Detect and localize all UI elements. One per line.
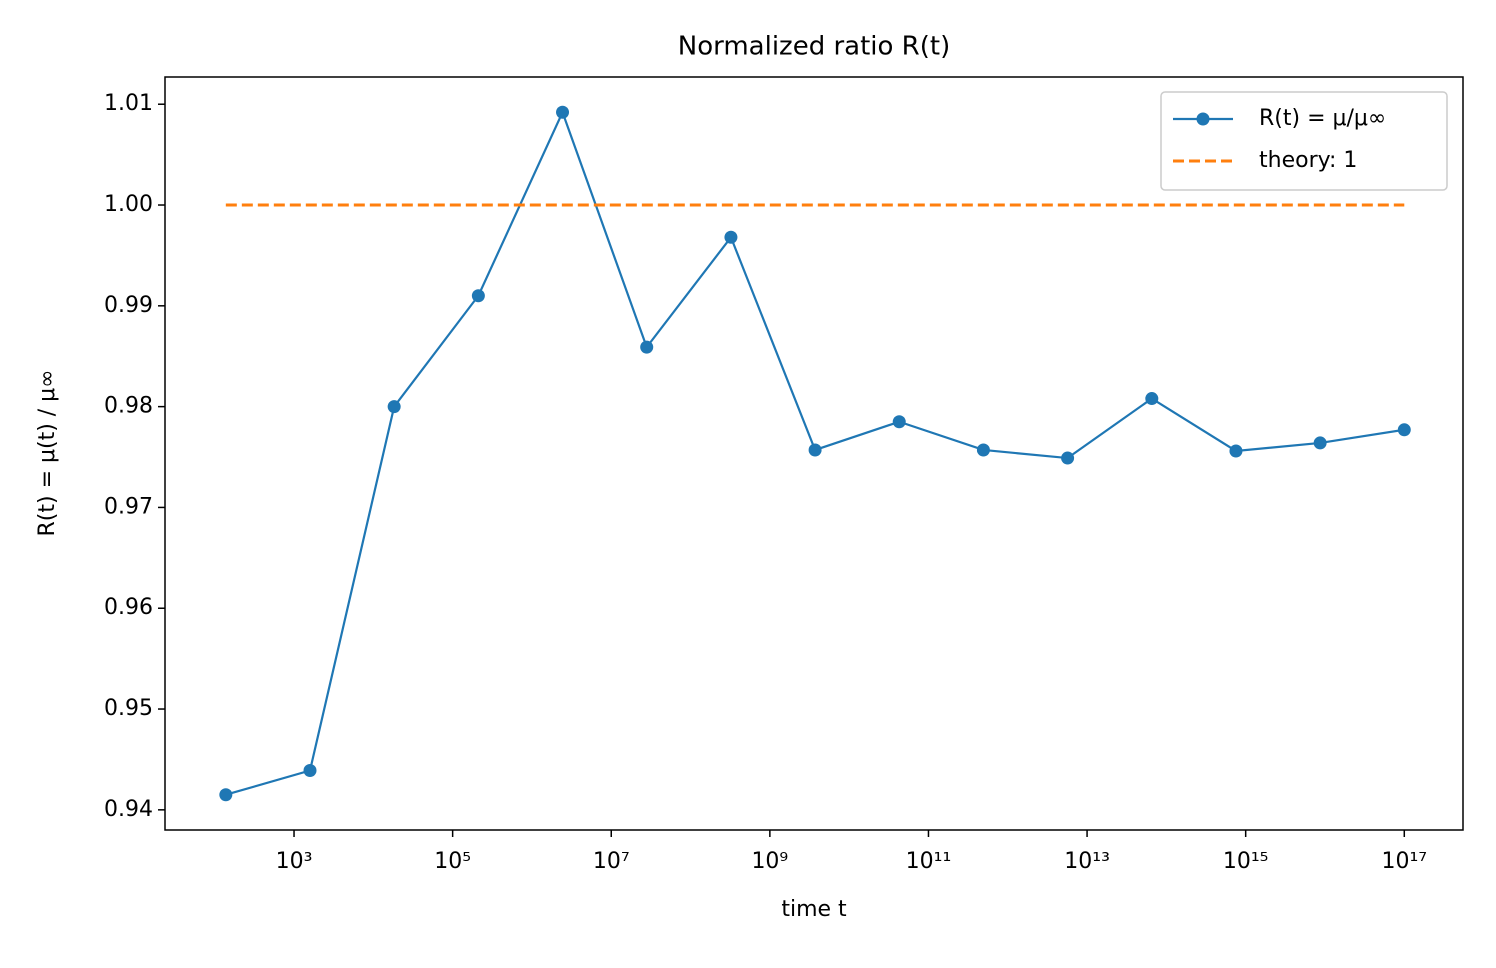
data-point: [1145, 392, 1159, 406]
legend-marker: [1196, 112, 1210, 126]
y-tick-label: 0.99: [104, 293, 153, 318]
legend-box: [1160, 91, 1448, 191]
x-tick-label: 10³: [276, 849, 313, 874]
data-point: [1397, 423, 1411, 437]
y-tick-label: 0.98: [104, 394, 153, 419]
data-point: [1061, 451, 1075, 465]
data-point: [303, 764, 317, 778]
y-tick-label: 0.95: [104, 696, 153, 721]
x-tick-label: 10¹³: [1064, 849, 1110, 874]
x-tick-label: 10¹⁷: [1381, 849, 1427, 874]
data-point: [556, 105, 570, 119]
x-tick-label: 10⁹: [751, 849, 788, 874]
data-point: [1313, 436, 1327, 450]
legend-label: theory: 1: [1259, 148, 1357, 173]
x-axis-label: time t: [781, 897, 847, 922]
x-tick-label: 10⁵: [434, 849, 471, 874]
data-point: [808, 443, 822, 457]
x-tick-label: 10¹⁵: [1223, 849, 1269, 874]
plot-frame: [164, 76, 1464, 831]
data-point: [640, 340, 654, 354]
y-axis-label: R(t) = μ(t) / μ∞: [35, 369, 60, 536]
y-tick-label: 0.94: [104, 797, 153, 822]
data-point: [219, 788, 233, 802]
data-point: [976, 443, 990, 457]
chart-title: Normalized ratio R(t): [678, 32, 950, 62]
y-tick-label: 1.00: [104, 192, 153, 217]
x-tick-label: 10¹¹: [906, 849, 952, 874]
data-point: [387, 400, 401, 414]
legend-label: R(t) = μ/μ∞: [1259, 106, 1386, 131]
x-tick-label: 10⁷: [593, 849, 630, 874]
data-point: [724, 230, 738, 244]
y-tick-label: 0.96: [104, 595, 153, 620]
y-tick-label: 1.01: [104, 91, 153, 116]
data-point: [471, 289, 485, 303]
y-tick-label: 0.97: [104, 494, 153, 519]
data-point: [1229, 444, 1243, 458]
data-point: [892, 415, 906, 429]
